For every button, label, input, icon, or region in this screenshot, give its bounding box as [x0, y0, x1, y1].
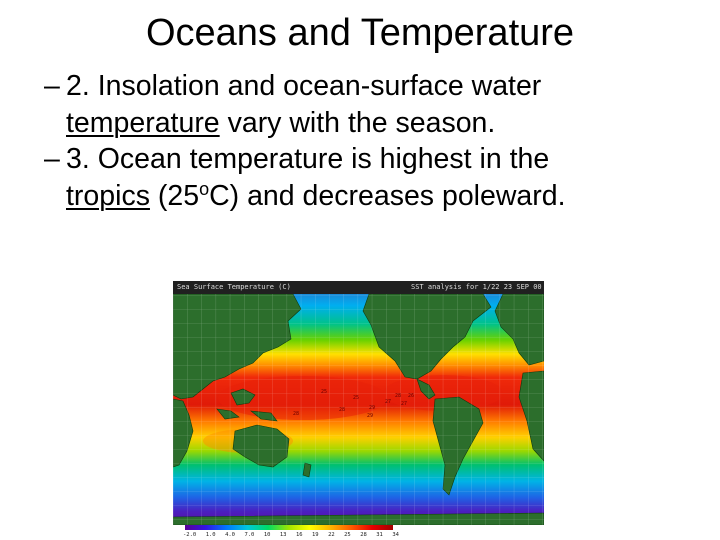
contour-label: 25 [353, 395, 360, 401]
map-header: Sea Surface Temperature (C) SST analysis… [173, 281, 544, 294]
bullet-marker: – [44, 143, 60, 175]
colorbar-tick-label: 4.0 [225, 532, 235, 538]
sst-map-graphic [173, 293, 544, 526]
colorbar-tick-label: 28 [360, 532, 367, 538]
contour-label: 28 [339, 407, 346, 413]
colorbar: -2.0 1.0 4.0 7.0 10 13 16 19 22 25 28 31 34 [173, 525, 544, 540]
bullet-text-start: Ocean temperature is highest in the [89, 143, 550, 175]
slide-title: Oceans and Temperature [145, 12, 575, 54]
contour-label: 29 [369, 405, 376, 411]
sea-surface-temperature-map: Sea Surface Temperature (C) SST analysis… [173, 281, 544, 540]
colorbar-gradient [185, 525, 393, 530]
colorbar-tick-label: 25 [344, 532, 351, 538]
contour-label: 29 [367, 413, 374, 419]
bullet-item-insolation: –2. Insolation and ocean-surface water te… [44, 68, 704, 141]
colorbar-tick-label: 16 [295, 532, 303, 538]
bullet-item-ocean-temperature: –3. Ocean temperature is highest in the t… [44, 141, 704, 214]
contour-label: 26 [408, 393, 415, 399]
contour-label: 27 [385, 399, 392, 405]
colorbar-tick-label: 13 [279, 532, 287, 538]
bullet-marker: – [44, 70, 60, 102]
bullet-number: 3. [66, 143, 90, 175]
map-title: Sea Surface Temperature (C) [177, 283, 291, 291]
colorbar-tick-label: 31 [376, 532, 383, 538]
bullet-list: –2. Insolation and ocean-surface water te… [44, 68, 704, 214]
colorbar-tick-label: 7.0 [244, 532, 255, 538]
bullet-text-end: C) and decreases poleward. [209, 179, 566, 212]
colorbar-tick-label: 19 [312, 532, 319, 538]
colorbar-tick-label: 34 [392, 532, 399, 538]
contour-label: 28 [395, 393, 402, 399]
degree-superscript: o [199, 178, 210, 199]
bullet-text-end: vary with the season. [219, 106, 496, 139]
colorbar-ticks: -2.0 1.0 4.0 7.0 10 13 16 19 22 25 28 31 34 [183, 531, 399, 539]
colorbar-tick-label: 22 [328, 532, 335, 538]
colorbar-tick-label: -2.0 [183, 532, 197, 538]
bullet-text-middle: (25 [149, 179, 200, 212]
bullet-number: 2. [66, 70, 90, 102]
underlined-term-tropics: tropics [66, 179, 150, 212]
colorbar-tick-label: 1.0 [205, 532, 216, 538]
colorbar-tick-label: 10 [263, 532, 271, 538]
contour-label: 27 [401, 401, 408, 407]
map-analysis-label: SST analysis for 1/22 23 SEP 00 [411, 283, 542, 291]
contour-label: 25 [321, 389, 328, 395]
bullet-text-start: Insolation and ocean-surface water [89, 70, 542, 102]
underlined-term-temperature: temperature [66, 106, 220, 139]
contour-label: 28 [293, 411, 300, 417]
